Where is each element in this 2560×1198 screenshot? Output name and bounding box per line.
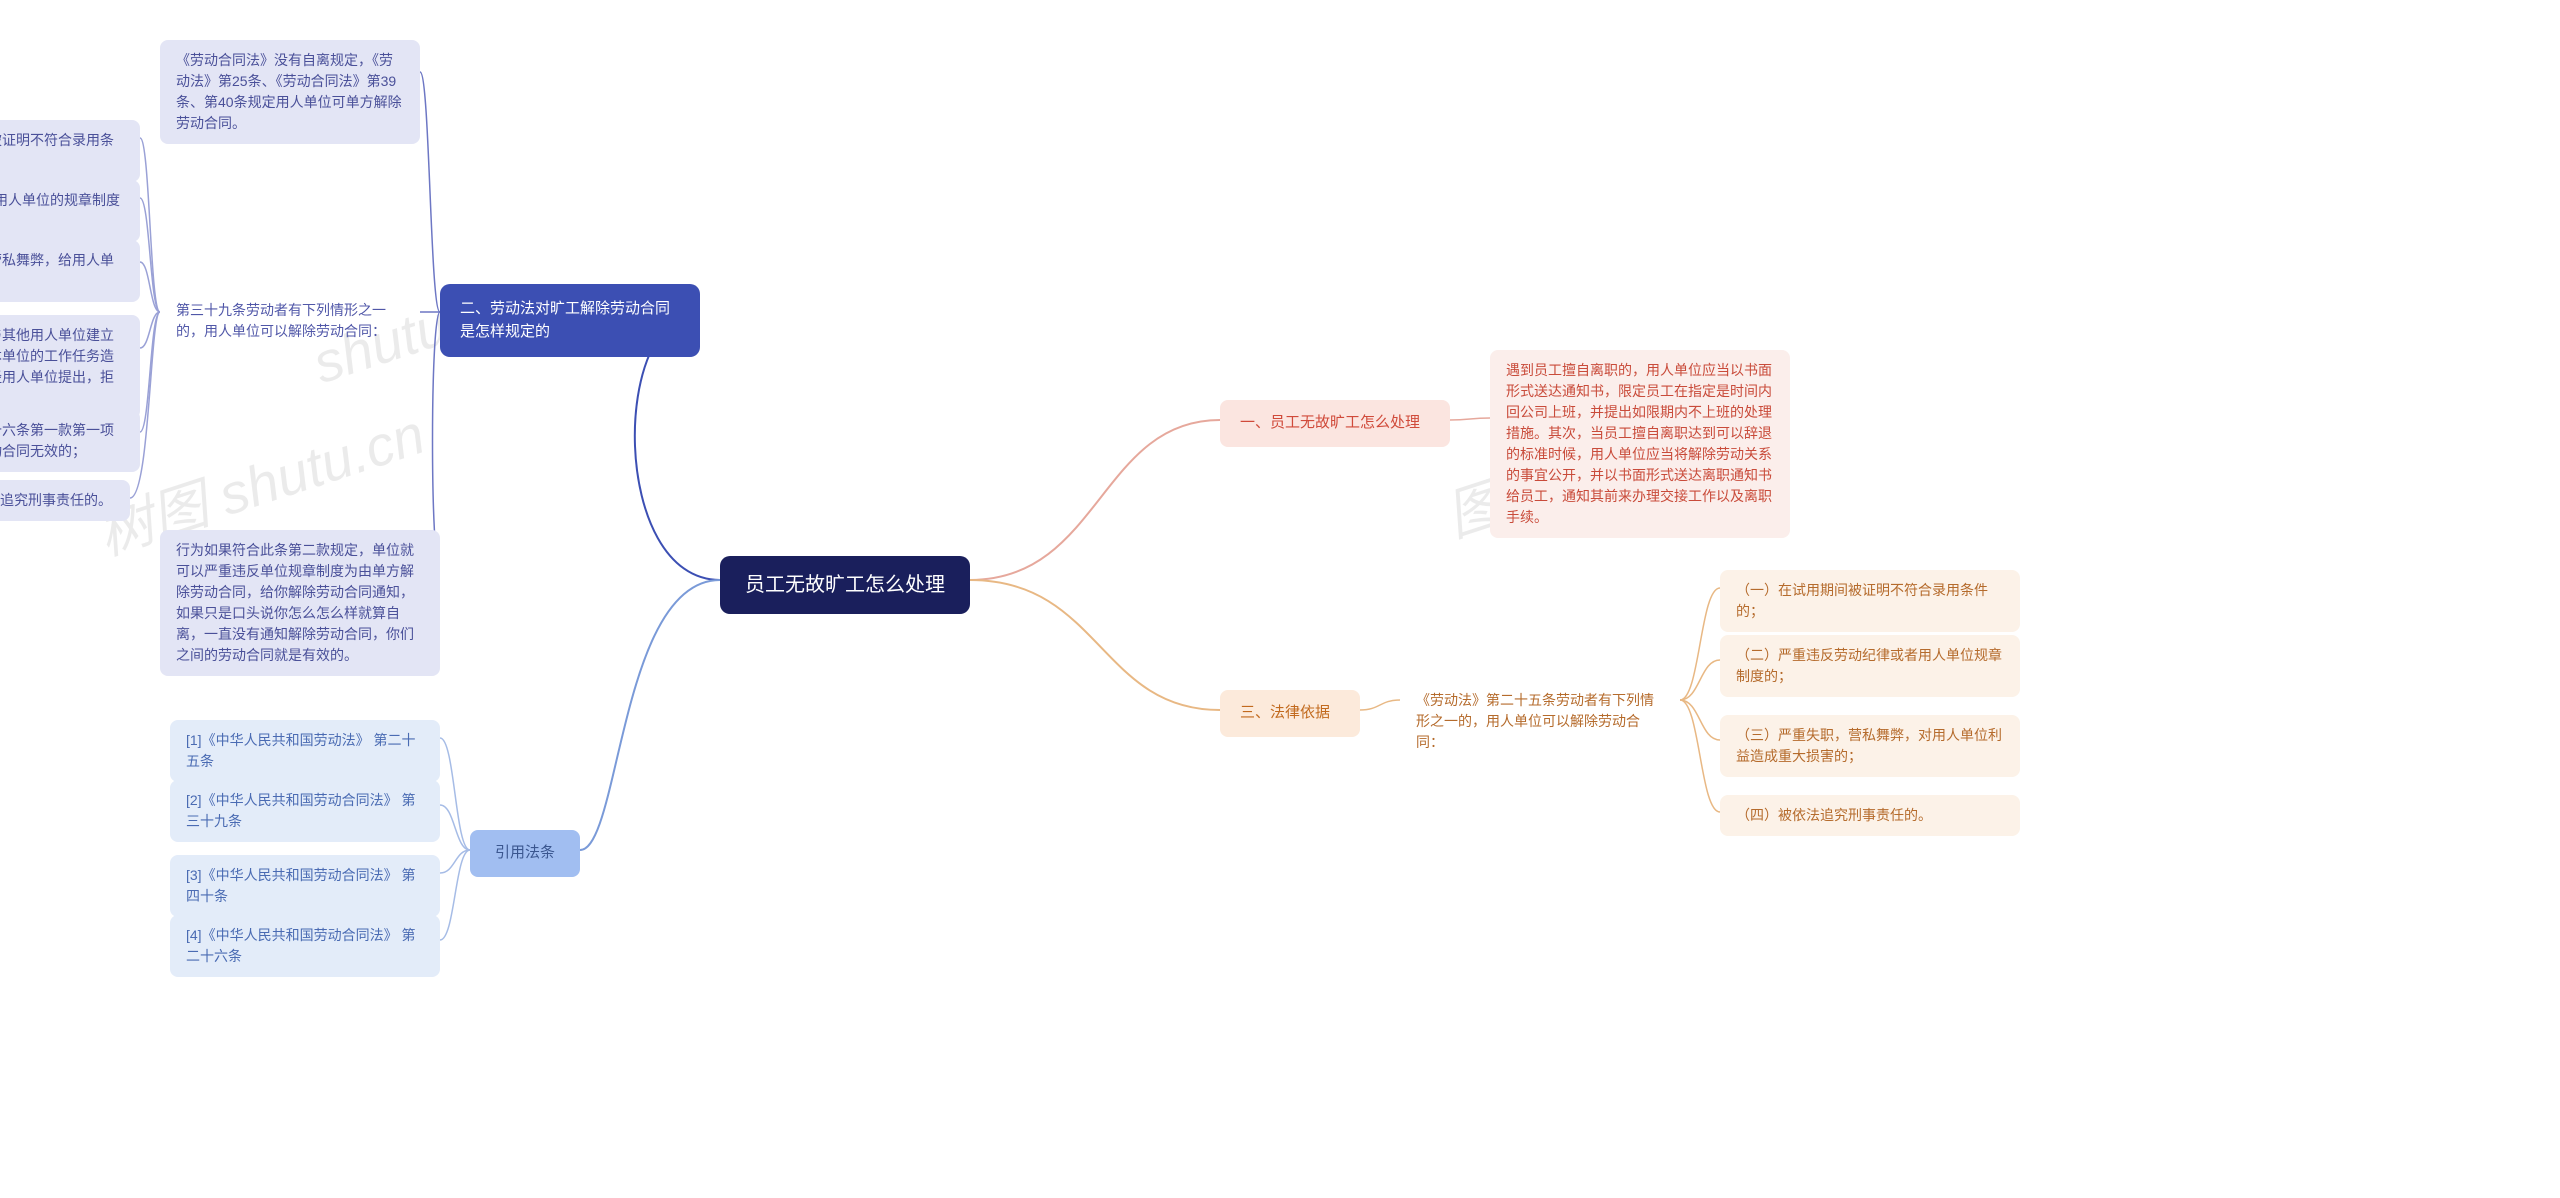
leaf-blue: [1]《中华人民共和国劳动法》 第二十五条 <box>170 720 440 782</box>
leaf-orange: （三）严重失职，营私舞弊，对用人单位利益造成重大损害的； <box>1720 715 2020 777</box>
branch-legal-basis[interactable]: 三、法律依据 <box>1220 690 1360 737</box>
branch-citations[interactable]: 引用法条 <box>470 830 580 877</box>
leaf-indigo: （一）在试用期间被证明不符合录用条件的； <box>0 120 140 182</box>
root-node[interactable]: 员工无故旷工怎么处理 <box>720 556 970 614</box>
leaf-indigo: （三）严重失职，营私舞弊，给用人单位造成重大损害的； <box>0 240 140 302</box>
leaf-blue: [4]《中华人民共和国劳动合同法》 第二十六条 <box>170 915 440 977</box>
leaf-indigo: （二）严重违反用人单位的规章制度的； <box>0 180 140 242</box>
orange-mid: 《劳动法》第二十五条劳动者有下列情形之一的，用人单位可以解除劳动合同： <box>1400 680 1680 763</box>
leaf-red: 遇到员工擅自离职的，用人单位应当以书面形式送达通知书，限定员工在指定是时间内回公… <box>1490 350 1790 538</box>
leaf-indigo: 《劳动合同法》没有自离规定，《劳动法》第25条、《劳动合同法》第39条、第40条… <box>160 40 420 144</box>
leaf-orange: （二）严重违反劳动纪律或者用人单位规章制度的； <box>1720 635 2020 697</box>
leaf-orange: （四）被依法追究刑事责任的。 <box>1720 795 2020 836</box>
indigo-mid: 第三十九条劳动者有下列情形之一的，用人单位可以解除劳动合同： <box>160 290 420 352</box>
leaf-indigo: 行为如果符合此条第二款规定，单位就可以严重违反单位规章制度为由单方解除劳动合同，… <box>160 530 440 676</box>
leaf-blue: [2]《中华人民共和国劳动合同法》 第三十九条 <box>170 780 440 842</box>
branch-labor-law[interactable]: 二、劳动法对旷工解除劳动合同是怎样规定的 <box>440 284 700 357</box>
leaf-orange: （一）在试用期间被证明不符合录用条件的； <box>1720 570 2020 632</box>
leaf-indigo: （四）劳动者同时与其他用人单位建立劳动关系，对完成本单位的工作任务造成严重影响，… <box>0 315 140 419</box>
branch-how-handle[interactable]: 一、员工无故旷工怎么处理 <box>1220 400 1450 447</box>
leaf-blue: [3]《中华人民共和国劳动合同法》 第四十条 <box>170 855 440 917</box>
leaf-indigo: （五）因本法第二十六条第一款第一项规定的情形致使劳动合同无效的； <box>0 410 140 472</box>
leaf-indigo: （六）被依法追究刑事责任的。 <box>0 480 130 521</box>
